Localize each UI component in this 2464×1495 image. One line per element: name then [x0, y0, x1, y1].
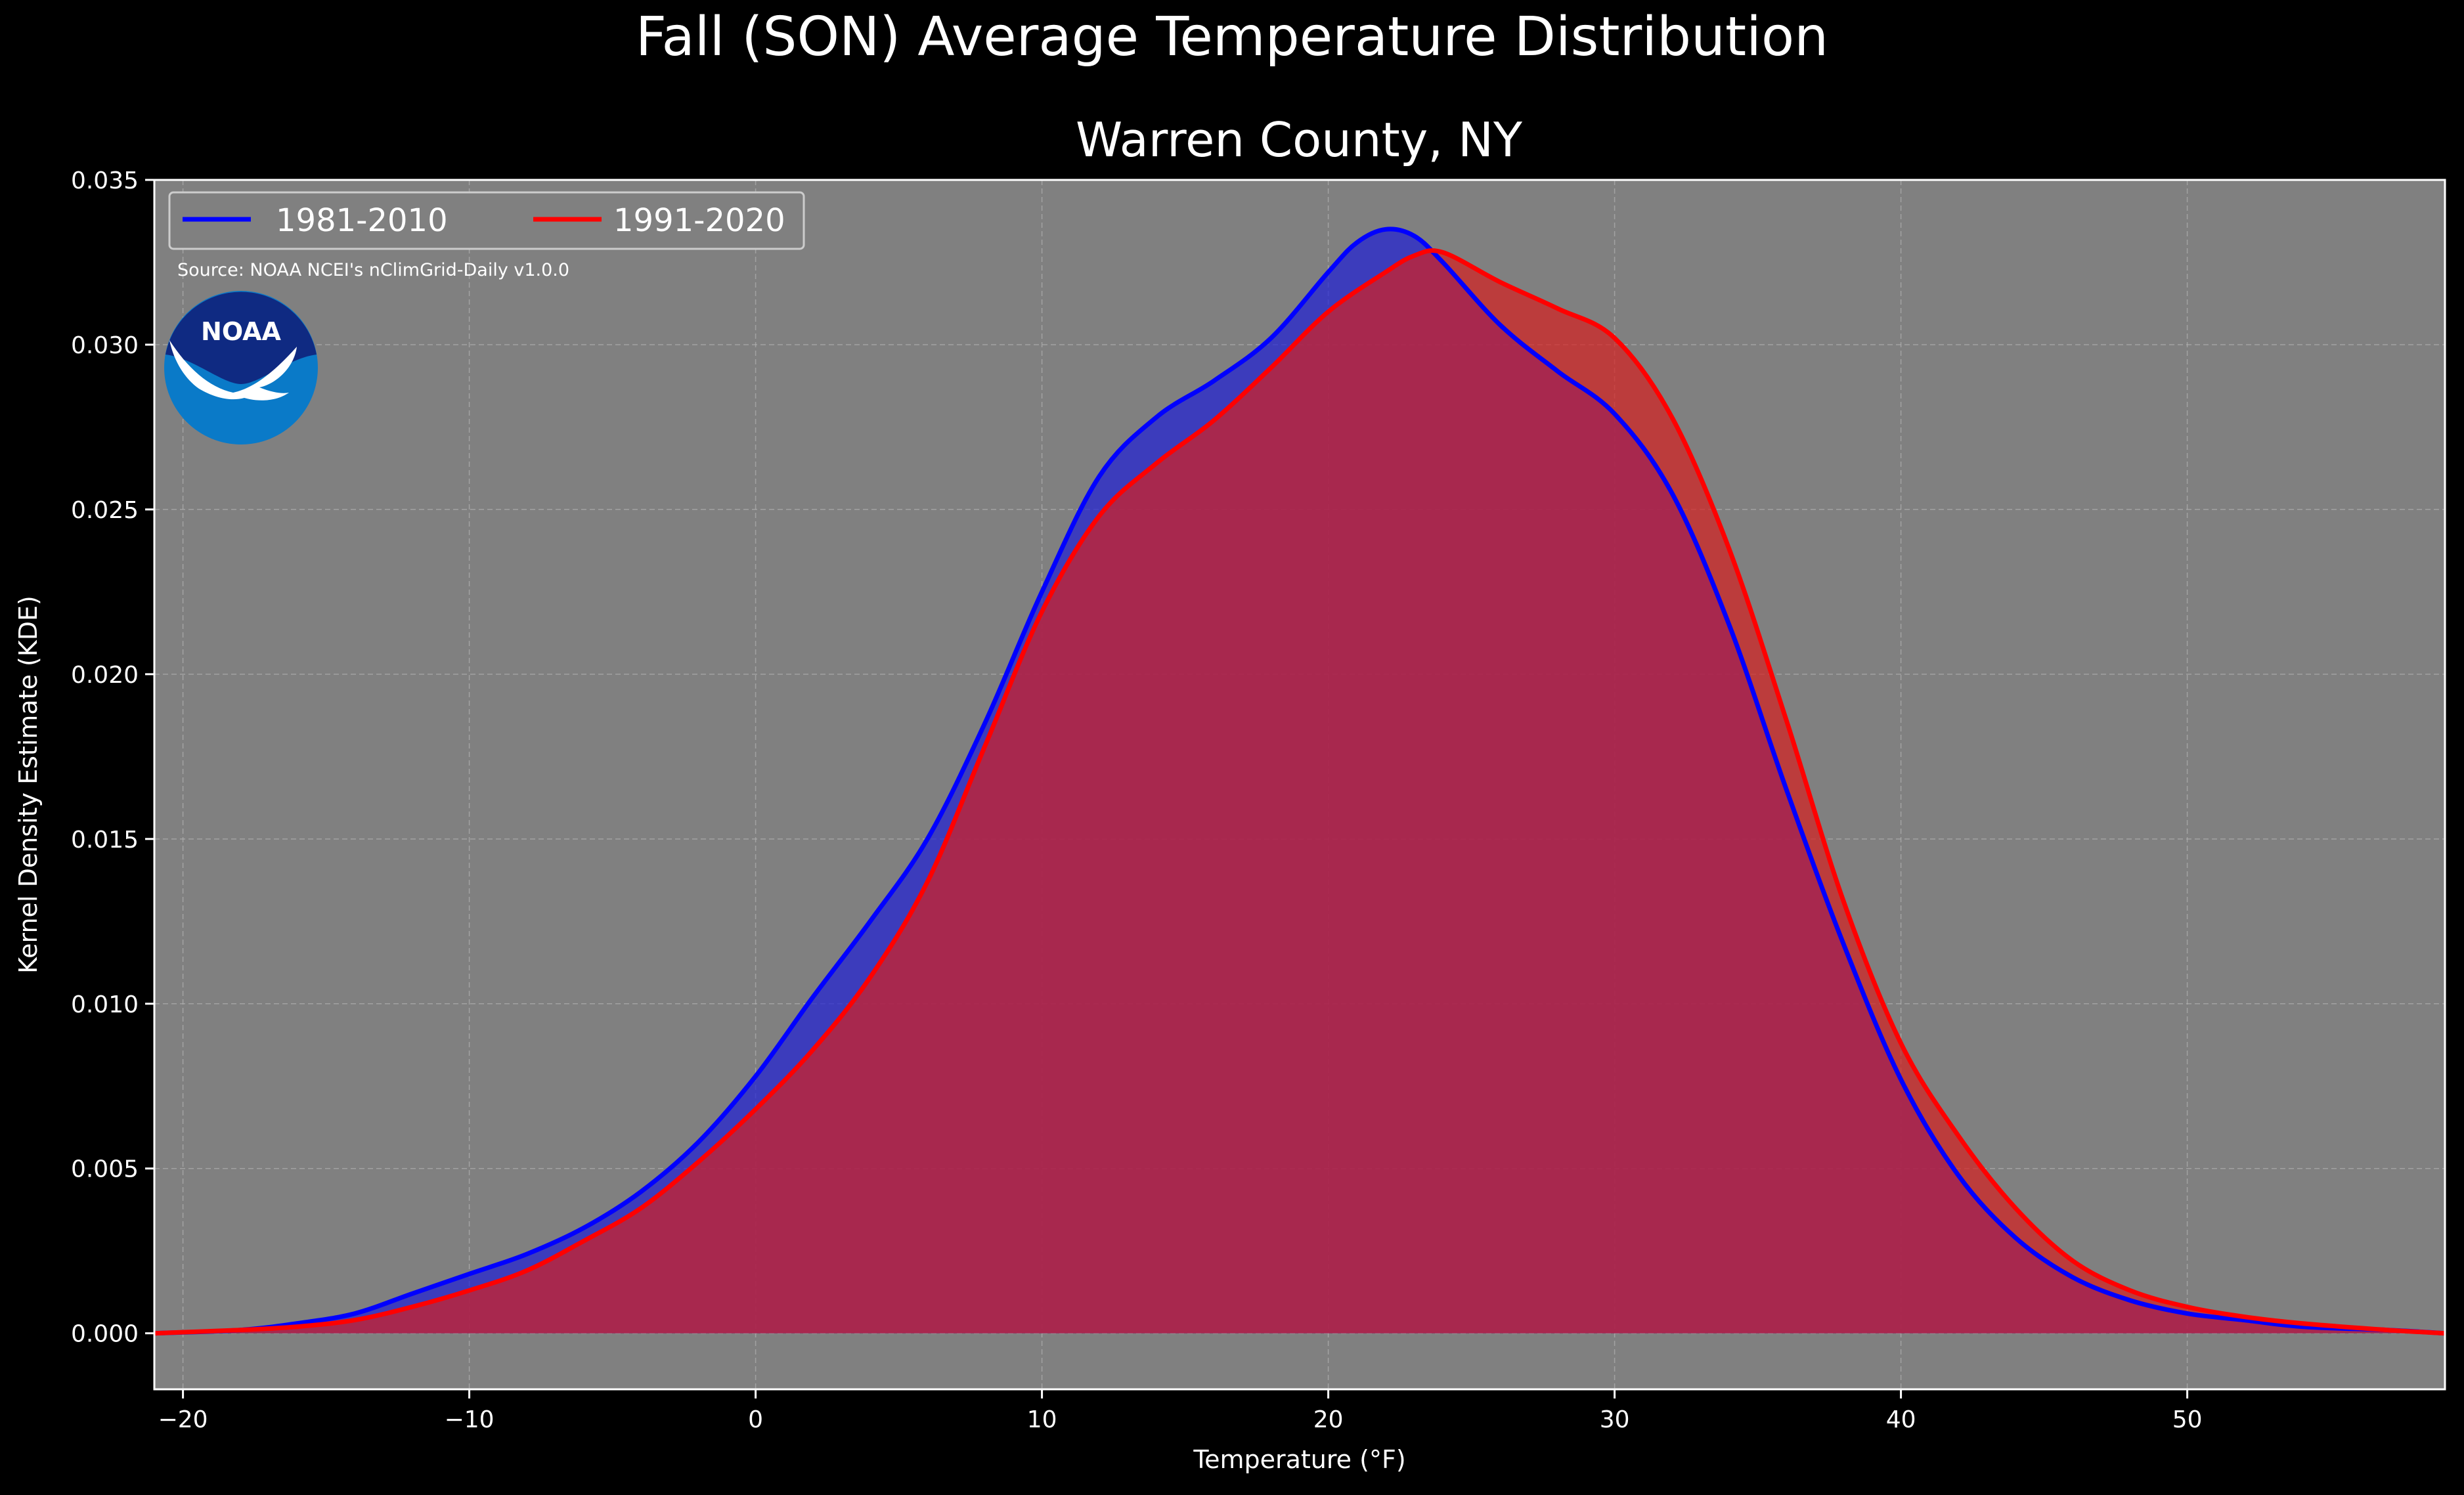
noaa-logo-text: NOAA: [201, 317, 281, 346]
y-tick-label: 0.035: [71, 167, 139, 194]
x-axis: −20 −10 0 10 20 30 40 50: [158, 1389, 2203, 1433]
y-tick-label: 0.015: [71, 827, 139, 854]
source-note: Source: NOAA NCEI's nClimGrid-Daily v1.0…: [177, 260, 569, 280]
x-tick-label: 50: [2172, 1406, 2203, 1433]
y-tick-label: 0.010: [71, 991, 139, 1018]
density-line-1991-2020: [154, 248, 2446, 1336]
x-tick-label: −10: [445, 1406, 495, 1433]
density-areas: [154, 228, 2445, 1333]
density-lines: [154, 227, 2446, 1336]
x-tick-label: 40: [1886, 1406, 1916, 1433]
x-tick-label: 10: [1027, 1406, 1057, 1433]
x-tick-label: 20: [1313, 1406, 1344, 1433]
y-tick-label: 0.020: [71, 662, 139, 689]
y-tick-label: 0.005: [71, 1156, 139, 1183]
legend-label-1991-2020: 1991-2020: [613, 202, 785, 239]
y-axis-label: Kernel Density Estimate (KDE): [14, 596, 43, 974]
x-axis-label: Temperature (°F): [1193, 1445, 1405, 1474]
chart-subtitle: Warren County, NY: [1076, 112, 1523, 167]
noaa-gull-icon: [169, 340, 297, 401]
noaa-logo: NOAA: [164, 291, 318, 444]
density-line-1981-2010: [154, 227, 2446, 1336]
x-tick-label: 0: [748, 1406, 763, 1433]
legend-box: [168, 191, 805, 250]
legend-label-1981-2010: 1981-2010: [276, 202, 448, 239]
x-tick-label: −20: [158, 1406, 208, 1433]
plot-frame: [153, 179, 2446, 1391]
chart-title: Fall (SON) Average Temperature Distribut…: [636, 6, 1828, 68]
density-area-1991-2020: [154, 250, 2445, 1333]
y-tick-label: 0.000: [71, 1321, 139, 1348]
x-tick-label: 30: [1600, 1406, 1630, 1433]
noaa-logo-upper: [165, 292, 317, 384]
y-axis: 0.000 0.005 0.010 0.015 0.020 0.025 0.030 0.035: [71, 167, 154, 1348]
y-tick-label: 0.025: [71, 497, 139, 524]
legend: 1981-2010 1991-2020: [168, 191, 805, 250]
y-tick-label: 0.030: [71, 332, 139, 359]
